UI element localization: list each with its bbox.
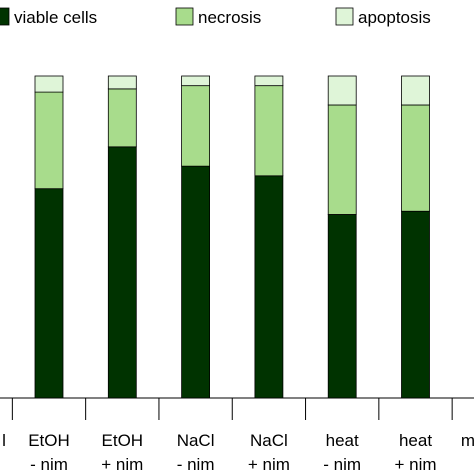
x-tick-label: l — [2, 431, 6, 450]
x-tick-label: - nim — [30, 455, 68, 474]
bar-segment — [107, 75, 137, 90]
bar-segment — [107, 88, 137, 148]
bar-segment — [401, 210, 430, 399]
x-tick-label: EtOH — [28, 431, 70, 450]
x-tick-label: NaCl — [250, 431, 288, 450]
x-tick-label: EtOH — [102, 431, 144, 450]
bar-segment — [34, 91, 64, 190]
bar-segment — [327, 75, 357, 106]
x-tick-label: + nim — [101, 455, 143, 474]
x-tick-label: heat — [399, 431, 432, 450]
bar-segment — [107, 146, 137, 399]
x-tick-label: heat — [326, 431, 359, 450]
bar-segment — [254, 85, 284, 177]
bar-segment — [327, 104, 357, 215]
legend-swatch — [175, 7, 194, 26]
bar-segment — [327, 214, 357, 399]
bar-segment — [254, 175, 284, 399]
bar-segment — [181, 75, 211, 87]
x-tick-label: NaCl — [177, 431, 215, 450]
x-tick-label: + nim — [394, 455, 436, 474]
bar-segment — [34, 188, 64, 399]
legend-label: necrosis — [198, 8, 261, 27]
x-tick-label: m — [461, 431, 474, 450]
bar-segment — [401, 104, 430, 212]
x-tick-label: + nim — [248, 455, 290, 474]
bar-segment — [254, 75, 284, 87]
x-tick-label: - nim — [177, 455, 215, 474]
x-tick-label: - nim — [323, 455, 361, 474]
bar-segment — [401, 75, 430, 106]
bar-segment — [181, 165, 211, 399]
legend-swatch — [335, 7, 354, 26]
bar-segment — [34, 75, 64, 93]
legend-swatch — [0, 7, 10, 26]
bar-segment — [181, 85, 211, 167]
legend-label: apoptosis — [358, 8, 431, 27]
legend-label: viable cells — [14, 8, 97, 27]
